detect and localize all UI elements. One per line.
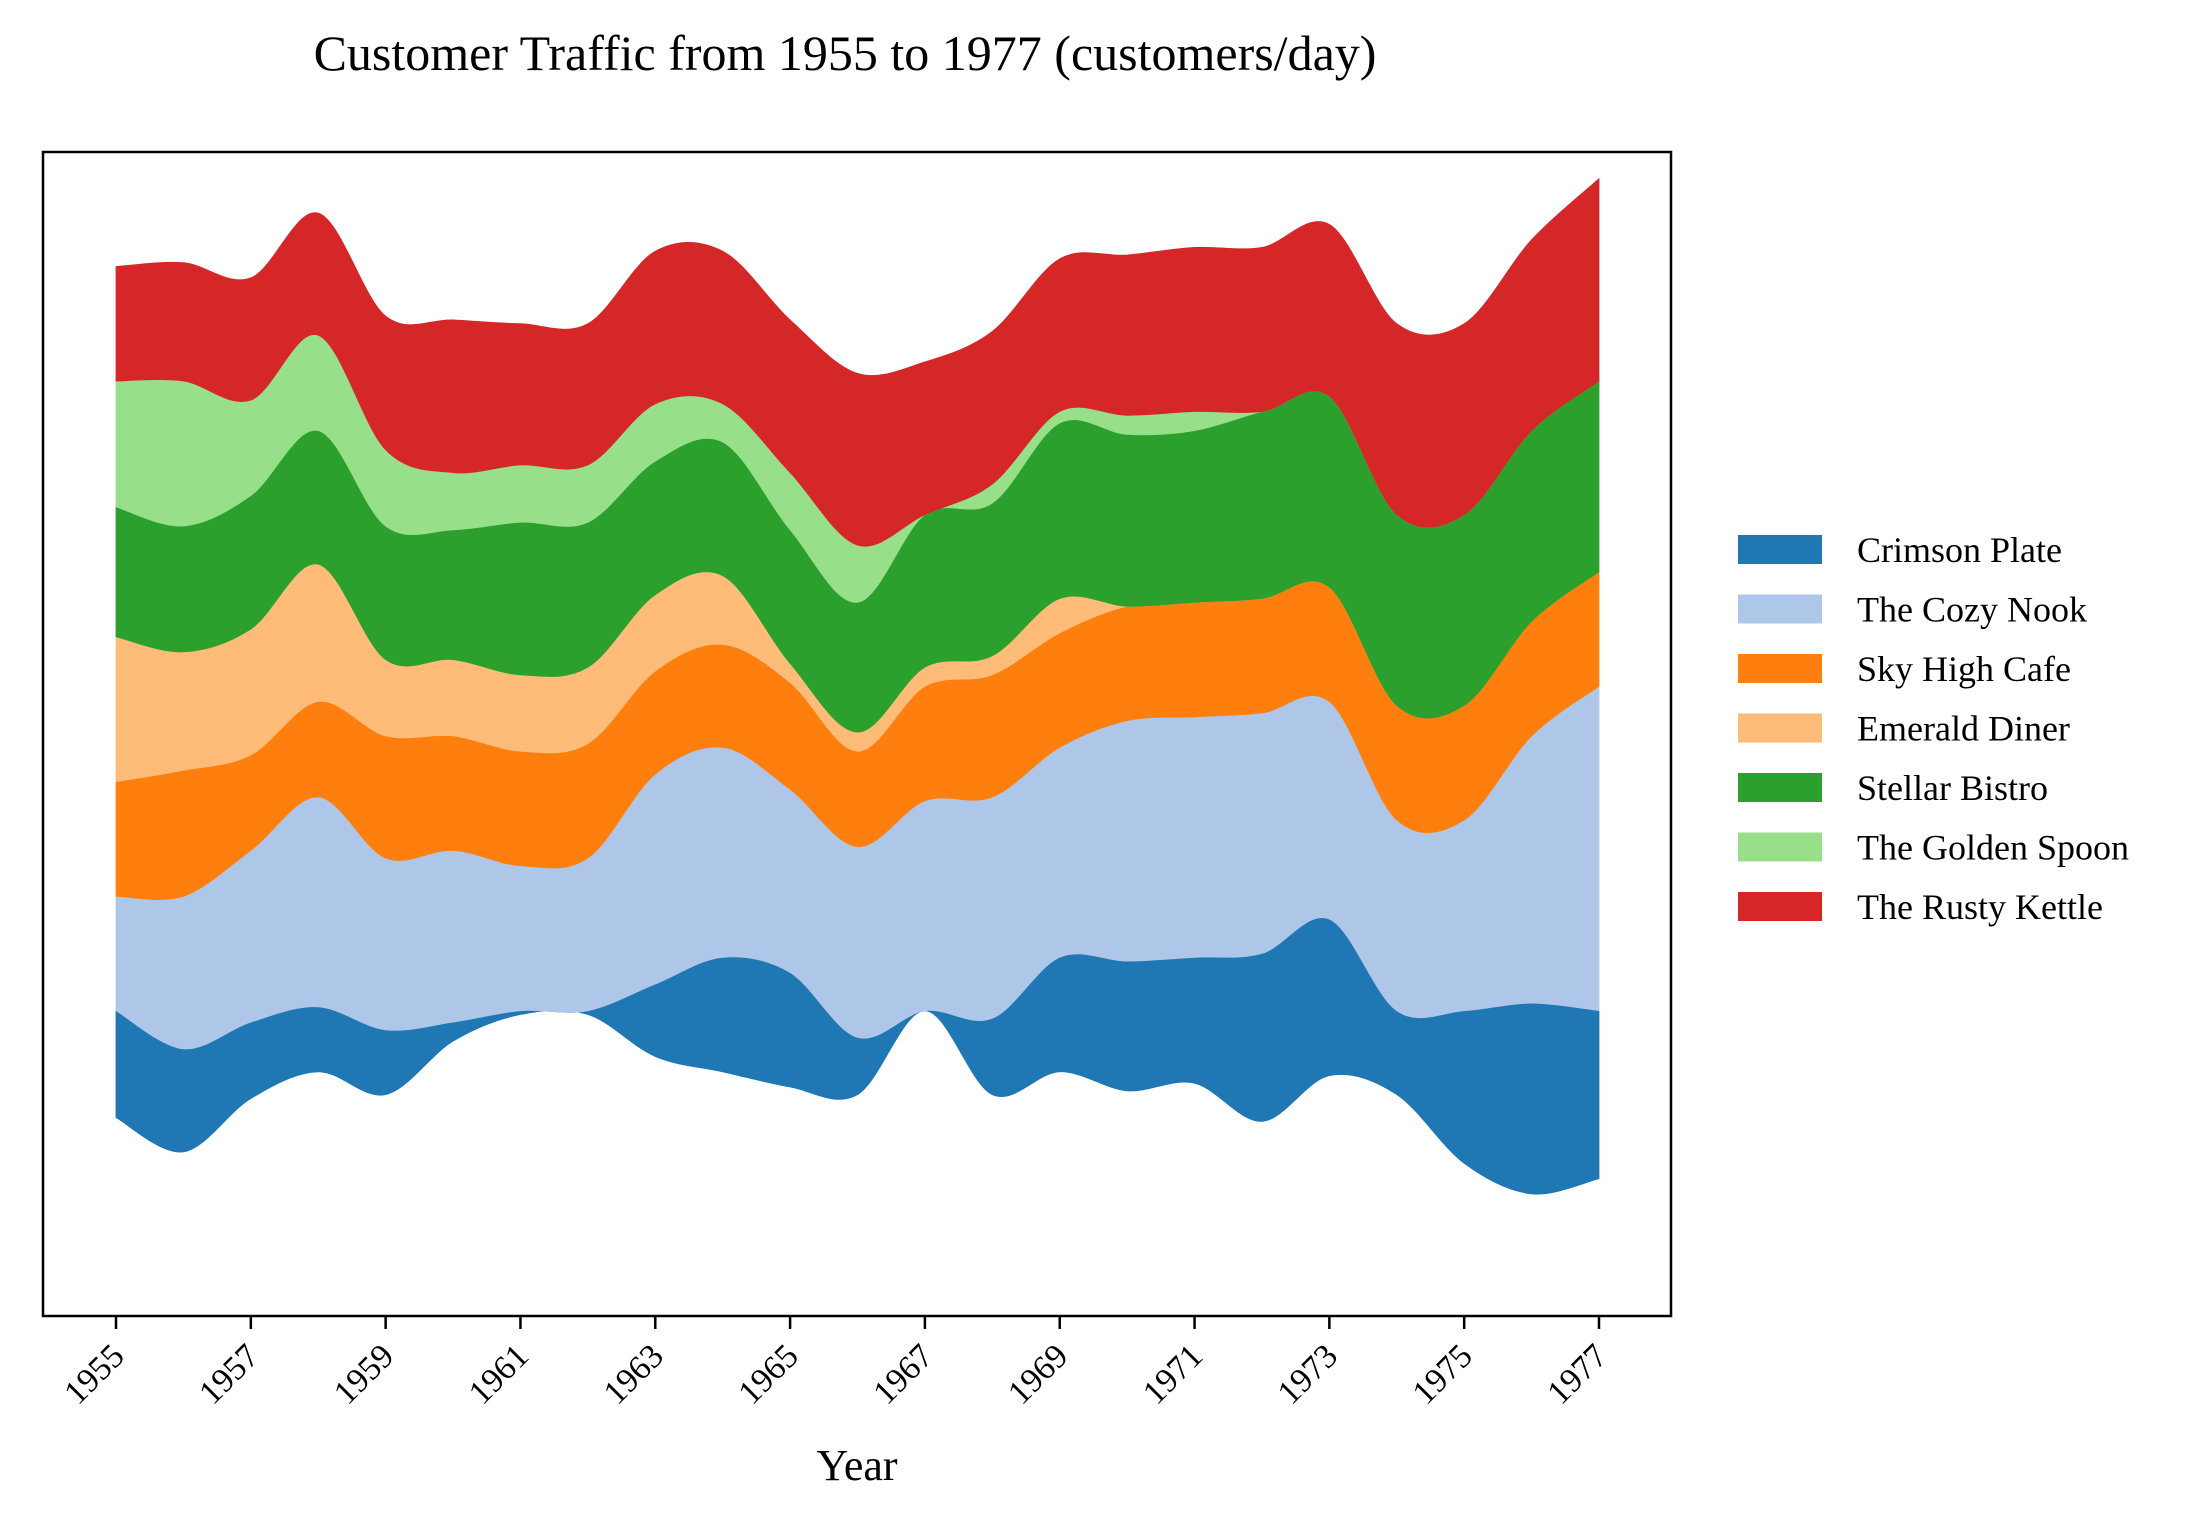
legend: Crimson Plate The Cozy Nook Sky High Cafe E… [1738, 530, 2129, 927]
plot-frame [41, 150, 1673, 1318]
x-tick-label: 1959 [327, 1337, 401, 1411]
legend-label: Sky High Cafe [1857, 649, 2071, 689]
x-axis-label: Year [816, 1441, 897, 1490]
legend-swatch [1738, 594, 1822, 624]
legend-label: The Rusty Kettle [1857, 887, 2103, 927]
x-tick-label: 1961 [462, 1337, 536, 1411]
legend-label: Stellar Bistro [1857, 768, 2048, 808]
x-tick-label: 1969 [1001, 1337, 1075, 1411]
legend-label: Crimson Plate [1857, 530, 2062, 570]
x-tick-label: 1971 [1136, 1337, 1210, 1411]
legend-swatch [1738, 654, 1822, 683]
x-axis-ticks: 1955 1957 1959 1961 1963 1965 1967 1969 1971 1973… [57, 1316, 1615, 1412]
x-tick-label: 1967 [866, 1337, 940, 1411]
stream-areas [115, 177, 1600, 1195]
legend-swatch [1738, 892, 1822, 921]
x-tick-label: 1977 [1540, 1337, 1614, 1411]
x-tick-label: 1963 [597, 1337, 671, 1411]
x-tick-label: 1975 [1406, 1337, 1480, 1411]
area-the-rusty-kettle [115, 177, 1600, 547]
x-tick-label: 1973 [1271, 1337, 1345, 1411]
legend-label: The Cozy Nook [1857, 590, 2087, 630]
legend-label: The Golden Spoon [1857, 828, 2129, 868]
legend-swatch [1738, 535, 1822, 564]
chart-title: Customer Traffic from 1955 to 1977 (cust… [314, 25, 1377, 81]
legend-swatch [1738, 832, 1822, 862]
legend-swatch [1738, 773, 1822, 802]
x-tick-label: 1965 [732, 1337, 806, 1411]
legend-swatch [1738, 713, 1822, 743]
x-tick-label: 1957 [192, 1337, 266, 1411]
x-tick-label: 1955 [57, 1337, 131, 1411]
legend-label: Emerald Diner [1857, 709, 2070, 749]
